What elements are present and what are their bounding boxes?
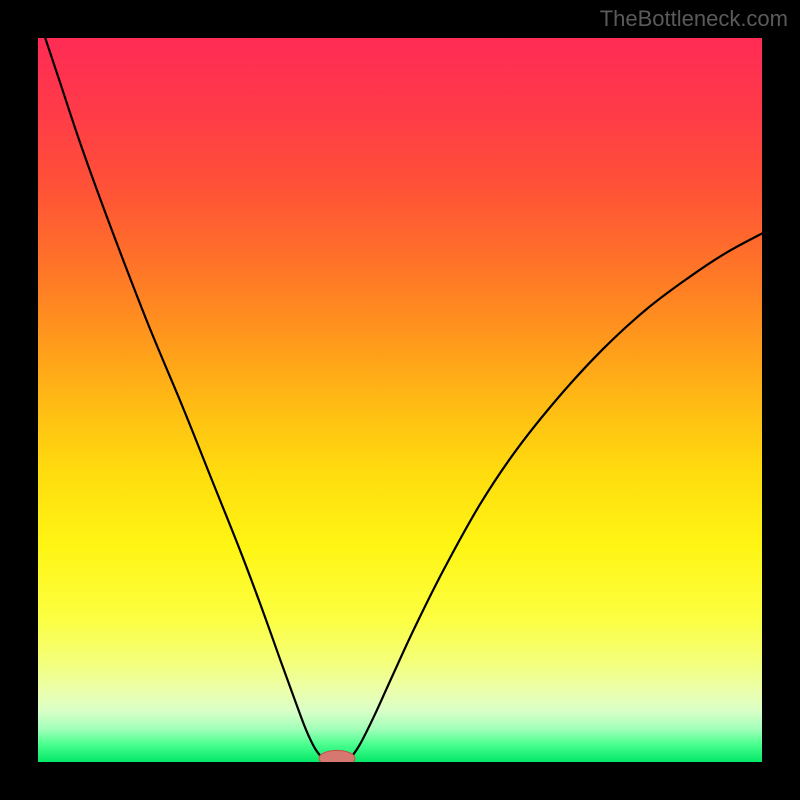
gradient-background xyxy=(38,38,762,762)
plot-svg xyxy=(38,38,762,762)
plot-area xyxy=(38,38,762,762)
chart-container: TheBottleneck.com xyxy=(0,0,800,800)
watermark-text: TheBottleneck.com xyxy=(600,6,788,32)
optimal-point-marker xyxy=(319,750,355,762)
